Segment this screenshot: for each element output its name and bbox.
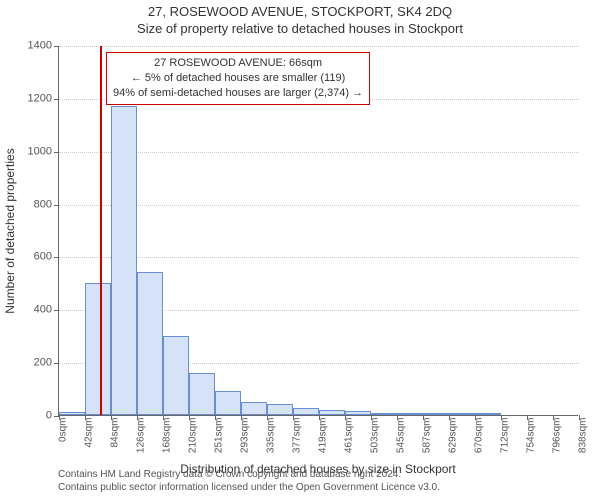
x-tick-label: 712sqm [499,418,510,454]
x-tick-label: 670sqm [473,418,484,454]
property-marker-line [100,46,102,415]
histogram-bar [241,402,267,415]
histogram-bar [189,373,214,415]
histogram-bar [267,404,293,415]
y-tick-mark [54,99,59,100]
histogram-bar [371,413,397,415]
y-tick-label: 400 [12,305,52,316]
y-tick-label: 0 [12,411,52,422]
x-tick-label: 42sqm [84,418,95,448]
x-tick-label: 838sqm [578,418,589,454]
y-tick-label: 800 [12,199,52,210]
histogram-bar [111,106,137,415]
y-tick-mark [54,152,59,153]
histogram-bar [59,412,85,415]
y-tick-label: 1200 [12,93,52,104]
histogram-bar [475,413,501,415]
x-tick-label: 0sqm [58,418,69,442]
y-tick-mark [54,363,59,364]
info-line-2: ← 5% of detached houses are smaller (119… [113,71,363,86]
y-axis-label: Number of detached properties [3,148,17,313]
y-tick-label: 1000 [12,146,52,157]
histogram-chart: Number of detached properties Distributi… [58,46,578,416]
x-tick-label: 210sqm [188,418,199,454]
y-tick-mark [54,310,59,311]
x-tick-label: 545sqm [396,418,407,454]
y-tick-mark [54,46,59,47]
chart-container: 27, ROSEWOOD AVENUE, STOCKPORT, SK4 2DQ … [0,0,600,500]
y-tick-mark [54,257,59,258]
info-line-3: 94% of semi-detached houses are larger (… [113,86,363,101]
footer-line-1: Contains HM Land Registry data © Crown c… [58,469,592,482]
histogram-bar [449,413,474,415]
info-line-1: 27 ROSEWOOD AVENUE: 66sqm [113,56,363,71]
histogram-bar [163,336,189,415]
x-tick-label: 377sqm [291,418,302,454]
page-title: 27, ROSEWOOD AVENUE, STOCKPORT, SK4 2DQ [0,0,600,19]
histogram-bar [319,410,345,415]
x-tick-label: 754sqm [525,418,536,454]
x-tick-label: 84sqm [110,418,121,448]
x-tick-label: 335sqm [265,418,276,454]
x-tick-label: 293sqm [239,418,250,454]
x-tick-label: 461sqm [344,418,355,454]
x-tick-label: 796sqm [551,418,562,454]
y-tick-label: 200 [12,358,52,369]
marker-info-box: 27 ROSEWOOD AVENUE: 66sqm ← 5% of detach… [106,52,370,105]
histogram-bar [423,413,449,415]
histogram-bar [293,408,319,415]
x-tick-label: 587sqm [422,418,433,454]
x-tick-label: 168sqm [162,418,173,454]
footer-line-2: Contains public sector information licen… [58,482,592,495]
histogram-bar [215,391,241,415]
x-tick-label: 251sqm [213,418,224,454]
histogram-bar [85,283,111,415]
gridline [59,46,579,47]
x-tick-label: 503sqm [370,418,381,454]
histogram-bar [137,272,163,415]
attribution-footer: Contains HM Land Registry data © Crown c… [0,465,600,500]
x-tick-label: 126sqm [136,418,147,454]
x-tick-label: 629sqm [448,418,459,454]
y-tick-label: 600 [12,252,52,263]
y-tick-label: 1400 [12,41,52,52]
histogram-bar [397,413,423,415]
histogram-bar [345,411,371,415]
page-subtitle: Size of property relative to detached ho… [0,19,600,36]
x-tick-label: 419sqm [318,418,329,454]
y-tick-mark [54,205,59,206]
